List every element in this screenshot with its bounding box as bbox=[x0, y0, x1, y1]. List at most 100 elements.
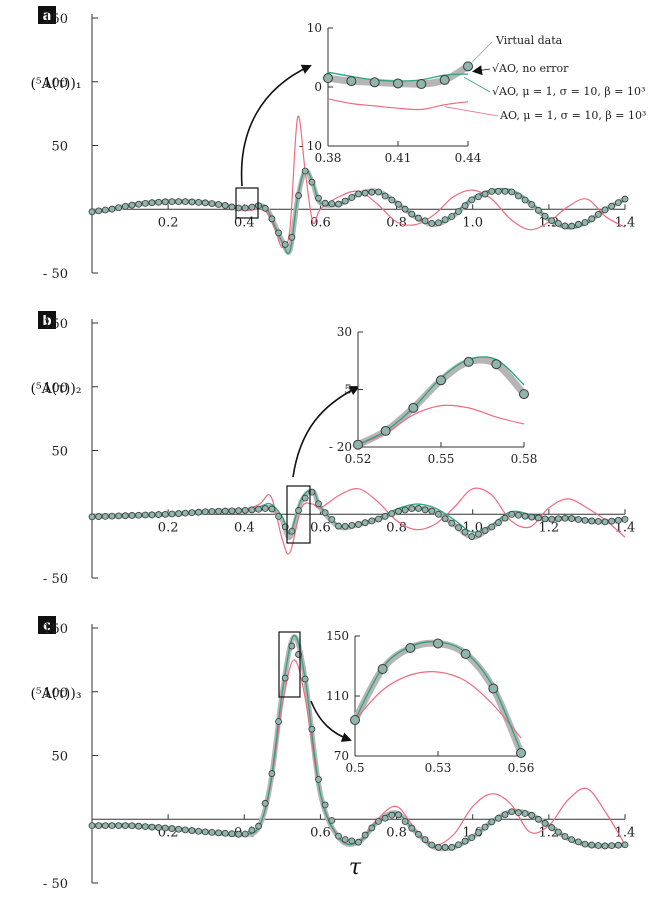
virtual-data-point bbox=[541, 819, 549, 827]
virtual-data-point bbox=[208, 200, 216, 208]
inset-virtual-data-point bbox=[408, 402, 419, 413]
y-tick-label: - 50 bbox=[43, 877, 68, 892]
virtual-data-point bbox=[255, 505, 262, 513]
inset-x-tick-label: 0.38 bbox=[315, 151, 342, 165]
panel-c: c- 50501001500.20.40.60.81.01.21.4(⁵A(τ)… bbox=[31, 616, 635, 892]
legend-leader bbox=[463, 76, 491, 93]
virtual-data-point bbox=[268, 215, 276, 223]
virtual-data-point bbox=[548, 515, 556, 523]
x-tick-label: 0.6 bbox=[310, 215, 331, 230]
virtual-data-point bbox=[428, 220, 436, 227]
virtual-data-point bbox=[495, 187, 502, 195]
legend-ao: AO, μ = 1, σ = 10, β = 10³ bbox=[499, 109, 646, 122]
virtual-data-point bbox=[215, 201, 222, 208]
virtual-data-point bbox=[375, 188, 382, 196]
virtual-data-point bbox=[108, 822, 116, 830]
virtual-data-point bbox=[608, 842, 616, 850]
legend-sqrt-ao: √AO, μ = 1, σ = 10, β = 10³ bbox=[492, 85, 645, 98]
virtual-data-point bbox=[175, 198, 183, 206]
virtual-data-point bbox=[161, 824, 169, 832]
virtual-data-point bbox=[141, 511, 149, 519]
virtual-data-point bbox=[441, 216, 449, 224]
virtual-data-point bbox=[295, 192, 302, 199]
virtual-data-point bbox=[355, 190, 362, 198]
virtual-data-point bbox=[601, 842, 609, 850]
virtual-data-point bbox=[415, 505, 422, 512]
virtual-data-point bbox=[215, 829, 222, 837]
y-tick-label: 100 bbox=[43, 76, 68, 91]
virtual-data-point bbox=[468, 533, 476, 540]
virtual-data-point bbox=[201, 508, 209, 516]
virtual-data-point bbox=[508, 510, 516, 518]
inset-x-tick-label: 0.56 bbox=[508, 761, 535, 775]
virtual-data-point bbox=[115, 204, 123, 212]
virtual-data-point bbox=[95, 822, 103, 830]
virtual-data-point bbox=[141, 199, 149, 207]
virtual-data-point bbox=[128, 201, 136, 209]
virtual-data-point bbox=[208, 508, 216, 515]
inset-virtual-data-point bbox=[377, 664, 388, 674]
virtual-data-point bbox=[581, 840, 589, 848]
virtual-data-point bbox=[475, 530, 482, 538]
virtual-data-point bbox=[554, 515, 562, 523]
y-axis-label: (⁵A(τ))₃ bbox=[31, 686, 82, 702]
virtual-data-point bbox=[288, 233, 296, 241]
virtual-data-point bbox=[495, 519, 502, 526]
virtual-data-point bbox=[301, 167, 309, 175]
virtual-data-point bbox=[121, 512, 129, 520]
virtual-data-point bbox=[361, 189, 369, 197]
virtual-data-point bbox=[95, 513, 103, 520]
virtual-data-point bbox=[515, 192, 522, 200]
virtual-data-point bbox=[534, 514, 542, 522]
x-tick-label: 1.4 bbox=[615, 215, 636, 230]
virtual-data-point bbox=[608, 202, 616, 210]
virtual-data-point bbox=[308, 725, 316, 733]
legend-sqrt-no-error: √AO, no error bbox=[492, 62, 569, 75]
virtual-data-point bbox=[348, 194, 356, 201]
panel-label-box bbox=[38, 616, 56, 634]
virtual-data-point bbox=[328, 817, 336, 824]
virtual-data-point bbox=[315, 776, 322, 783]
virtual-data-point bbox=[155, 824, 163, 831]
x-tick-label: 1.4 bbox=[615, 520, 636, 535]
x-tick-label: 1.0 bbox=[462, 215, 483, 230]
virtual-data-point bbox=[415, 214, 422, 222]
virtual-data-point bbox=[181, 509, 189, 517]
inset-y-tick-label: 5 bbox=[344, 383, 352, 397]
virtual-data-point bbox=[155, 198, 163, 206]
panel-label-box bbox=[38, 6, 56, 24]
virtual-data-point bbox=[441, 843, 449, 851]
inset-virtual-data-point bbox=[393, 78, 403, 89]
y-tick-label: 150 bbox=[43, 622, 68, 637]
inset-x-tick-label: 0.52 bbox=[345, 452, 372, 466]
virtual-data-point bbox=[548, 824, 556, 831]
virtual-data-point bbox=[181, 198, 189, 206]
virtual-data-point bbox=[501, 514, 509, 522]
virtual-data-point bbox=[368, 188, 376, 196]
virtual-data-point bbox=[395, 811, 402, 819]
inset-virtual-data-point bbox=[353, 439, 363, 450]
virtual-data-point bbox=[348, 837, 356, 845]
inset-virtual-data-point bbox=[519, 389, 529, 400]
virtual-data-point bbox=[574, 516, 582, 523]
virtual-data-point bbox=[261, 204, 269, 212]
inset-x-tick-label: 0.44 bbox=[455, 151, 482, 165]
panel-label-box bbox=[38, 311, 56, 329]
virtual-data-point bbox=[341, 522, 349, 530]
inset-y-tick-label: 150 bbox=[326, 629, 349, 643]
inset-y-tick-label: 110 bbox=[326, 689, 349, 703]
virtual-data-point bbox=[101, 512, 109, 520]
virtual-data-point bbox=[388, 510, 396, 518]
virtual-data-point bbox=[295, 651, 302, 658]
virtual-data-point bbox=[255, 822, 262, 830]
virtual-data-point bbox=[248, 506, 256, 514]
virtual-data-point bbox=[275, 229, 282, 237]
virtual-data-point bbox=[515, 511, 522, 519]
virtual-data-point bbox=[395, 200, 402, 208]
virtual-data-point bbox=[261, 505, 269, 512]
inset-x-tick-label: 0.55 bbox=[428, 452, 455, 466]
y-tick-label: 150 bbox=[43, 12, 68, 27]
virtual-data-point bbox=[488, 818, 496, 826]
virtual-data-point bbox=[501, 811, 509, 819]
inset-virtual-data-point bbox=[463, 61, 473, 72]
